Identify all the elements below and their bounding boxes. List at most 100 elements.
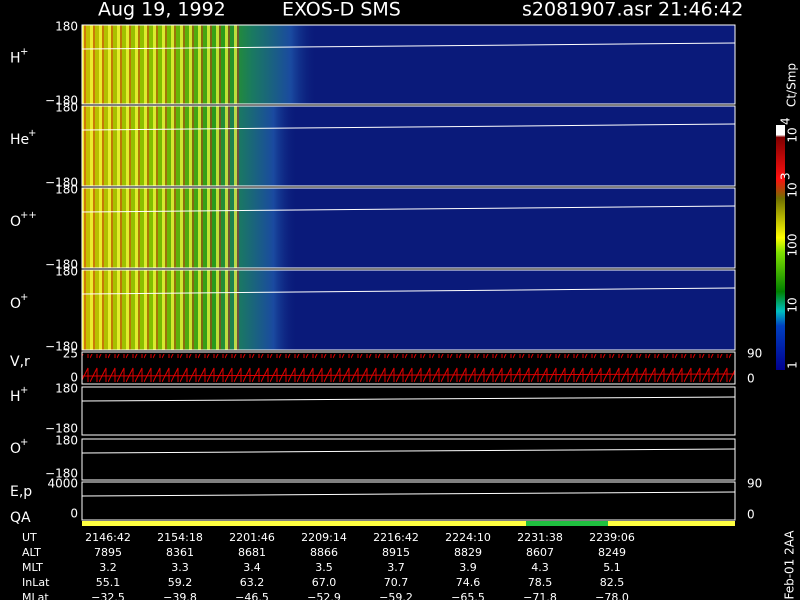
row-value: 8249 bbox=[598, 546, 626, 559]
header-date: Aug 19, 1992 bbox=[98, 0, 226, 21]
colorbar-label: 10 bbox=[786, 127, 800, 142]
row-value: −71.8 bbox=[523, 591, 557, 600]
row-value: 4.3 bbox=[531, 561, 549, 574]
row-value: 8681 bbox=[238, 546, 266, 559]
row-value: 70.7 bbox=[384, 576, 409, 589]
panel-label: E,p bbox=[10, 484, 32, 500]
row-label: MLat bbox=[22, 591, 49, 600]
panel-frame bbox=[81, 269, 736, 351]
row-value: 3.9 bbox=[459, 561, 477, 574]
tick-label: 25 bbox=[63, 347, 78, 361]
tick-label-right: 0 bbox=[747, 372, 755, 386]
panel-label-sup: + bbox=[20, 437, 28, 448]
trace bbox=[81, 396, 736, 402]
row-label: UT bbox=[22, 531, 37, 544]
trace bbox=[81, 491, 736, 497]
panel-frame bbox=[81, 438, 736, 481]
tick-label: 0 bbox=[70, 507, 78, 521]
row-value: −32.5 bbox=[91, 591, 125, 600]
row-label: MLT bbox=[22, 561, 43, 574]
tick-label-right: 90 bbox=[747, 477, 762, 491]
row-label: InLat bbox=[22, 576, 50, 589]
tick-label: −180 bbox=[45, 422, 78, 436]
tick-label: 180 bbox=[55, 183, 78, 197]
tick-label-right: 90 bbox=[747, 347, 762, 361]
row-value: 3.4 bbox=[243, 561, 261, 574]
sawtooth bbox=[82, 354, 735, 382]
row-value: 8915 bbox=[382, 546, 410, 559]
colorbar-label: 100 bbox=[786, 234, 800, 257]
row-value: 59.2 bbox=[168, 576, 193, 589]
spectrogram-stripes bbox=[82, 25, 242, 104]
row-value: 2201:46 bbox=[229, 531, 275, 544]
panel-label: O bbox=[10, 214, 21, 230]
row-value: 78.5 bbox=[528, 576, 553, 589]
row-value: 8829 bbox=[454, 546, 482, 559]
colorbar bbox=[776, 125, 785, 370]
colorbar-label-exp: 4 bbox=[779, 117, 793, 125]
spectrogram-stripes bbox=[82, 106, 242, 186]
row-value: −39.8 bbox=[163, 591, 197, 600]
row-value: 3.7 bbox=[387, 561, 405, 574]
row-value: −59.2 bbox=[379, 591, 413, 600]
tick-label: 180 bbox=[55, 434, 78, 448]
panel-frame bbox=[81, 187, 736, 269]
row-value: 67.0 bbox=[312, 576, 337, 589]
row-value: 8607 bbox=[526, 546, 554, 559]
row-value: 82.5 bbox=[600, 576, 625, 589]
header-time: 21:46:42 bbox=[658, 0, 743, 21]
panel-label-sup: + bbox=[20, 385, 28, 396]
trace bbox=[81, 287, 736, 295]
qa-label: QA bbox=[10, 510, 31, 526]
panel-label: O bbox=[10, 441, 21, 457]
row-value: 55.1 bbox=[96, 576, 121, 589]
tick-label: −180 bbox=[45, 94, 78, 108]
row-value: 8866 bbox=[310, 546, 338, 559]
header-instrument: EXOS-D SMS bbox=[282, 0, 401, 21]
tick-label: 0 bbox=[70, 371, 78, 385]
colorbar-label: 1 bbox=[786, 361, 800, 369]
row-value: 7895 bbox=[94, 546, 122, 559]
row-value: −78.0 bbox=[595, 591, 629, 600]
panel-label: He bbox=[10, 132, 29, 148]
header-file: s2081907.asr bbox=[522, 0, 652, 21]
tick-label: 180 bbox=[55, 265, 78, 279]
colorbar-label: 10 bbox=[786, 182, 800, 197]
tick-label: −180 bbox=[45, 258, 78, 272]
trace bbox=[81, 205, 736, 213]
row-value: 2224:10 bbox=[445, 531, 491, 544]
row-value: 74.6 bbox=[456, 576, 481, 589]
panel-frame bbox=[81, 481, 736, 521]
row-value: 3.5 bbox=[315, 561, 333, 574]
tick-label: −180 bbox=[45, 467, 78, 481]
row-value: 2154:18 bbox=[157, 531, 203, 544]
tick-label: 180 bbox=[55, 20, 78, 34]
panel-label: H bbox=[10, 389, 21, 405]
row-value: 2146:42 bbox=[85, 531, 131, 544]
panel-label-sup: ++ bbox=[20, 210, 37, 221]
row-value: 3.3 bbox=[171, 561, 189, 574]
qa-bar-flag bbox=[526, 521, 608, 526]
tick-label: 180 bbox=[55, 382, 78, 396]
panel-label: V,r bbox=[10, 354, 30, 370]
row-value: 2209:14 bbox=[301, 531, 347, 544]
panel-frame bbox=[81, 351, 736, 385]
row-value: −52.9 bbox=[307, 591, 341, 600]
spectrogram-stripes bbox=[82, 270, 242, 350]
colorbar-label-exp: 3 bbox=[779, 172, 793, 180]
tick-label: 4000 bbox=[47, 477, 78, 491]
panel-frame bbox=[81, 386, 736, 436]
spectrogram-stripes bbox=[82, 188, 242, 268]
row-value: 5.1 bbox=[603, 561, 621, 574]
trace bbox=[81, 42, 736, 50]
tick-label: −180 bbox=[45, 340, 78, 354]
trace bbox=[81, 123, 736, 131]
tick-label-right: 0 bbox=[747, 508, 755, 522]
side-note: Feb-01 2AA bbox=[783, 530, 797, 600]
tick-label: 180 bbox=[55, 101, 78, 115]
panel-label: O bbox=[10, 296, 21, 312]
panel-label-sup: + bbox=[28, 128, 36, 139]
panel-frame bbox=[81, 24, 736, 105]
tick-label: −180 bbox=[45, 176, 78, 190]
